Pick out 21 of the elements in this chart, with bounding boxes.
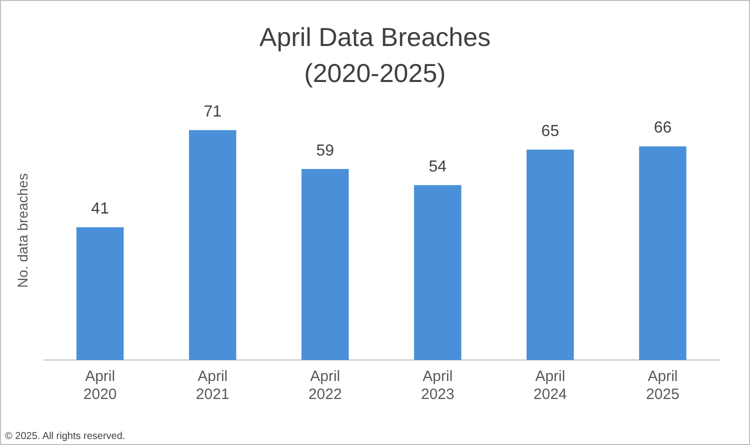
x-tick-label: April 2023 bbox=[420, 368, 454, 404]
y-axis-title: No. data breaches bbox=[14, 173, 30, 288]
bar bbox=[302, 168, 349, 360]
data-label: 59 bbox=[316, 142, 334, 160]
bar bbox=[639, 146, 686, 360]
x-tick-label: April 2022 bbox=[308, 368, 342, 404]
data-label: 41 bbox=[91, 200, 110, 218]
chart-title: April Data Breaches (2020-2025) bbox=[258, 21, 492, 90]
data-label: 71 bbox=[204, 104, 222, 121]
data-label: 66 bbox=[654, 120, 672, 137]
x-tick-label: April 2021 bbox=[196, 368, 230, 404]
bar bbox=[414, 185, 462, 360]
x-tick-label: April 2024 bbox=[534, 368, 567, 404]
bar bbox=[526, 150, 574, 360]
data-label: 65 bbox=[541, 122, 560, 140]
bar bbox=[188, 130, 236, 360]
x-tick-label: April 2020 bbox=[83, 368, 117, 404]
bar bbox=[76, 227, 124, 360]
data-label: 54 bbox=[428, 158, 447, 176]
text: © 2025. All rights reserved. bbox=[5, 431, 126, 442]
x-tick-label: April 2025 bbox=[646, 368, 680, 404]
